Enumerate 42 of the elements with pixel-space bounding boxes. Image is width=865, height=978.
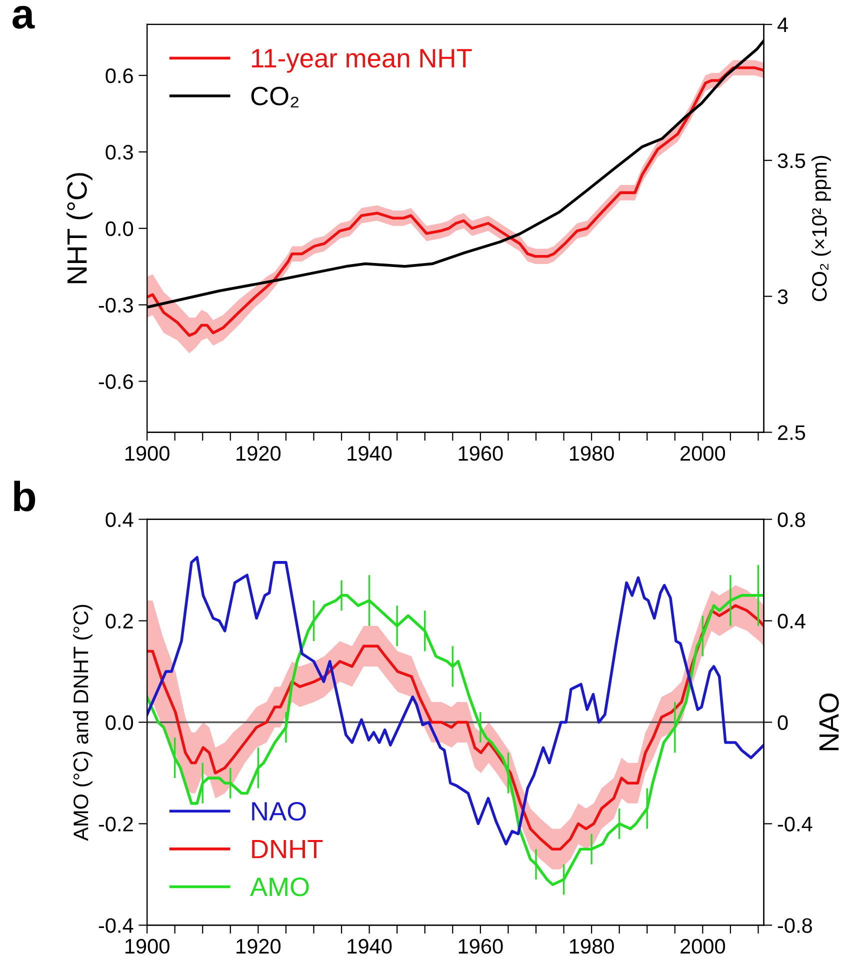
x-tick-label: 1940	[348, 446, 392, 461]
y-tick-label: 0.0	[106, 221, 134, 236]
x-tick-label: 1940	[348, 938, 392, 954]
y2-tick-label: 0	[778, 715, 788, 730]
y2-tick-label: 4	[777, 18, 788, 32]
x-tick-label: 1920	[236, 446, 281, 461]
y-tick-label: -0.2	[98, 816, 133, 832]
y-tick-label: -0.4	[98, 918, 134, 933]
y-tick-label: 0.2	[106, 614, 133, 629]
y-tick-label: 0.6	[106, 68, 133, 84]
y2-tick-label: -0.8	[778, 918, 812, 933]
x-tick-label: 1980	[570, 938, 614, 954]
chart-title: a	[12, 6, 35, 29]
y2-tick-label: 3.5	[778, 153, 806, 168]
y2-axis-title: CO₂ (×10² ppm)	[812, 156, 831, 302]
y-tick-label: -0.3	[98, 298, 133, 313]
x-tick-label: 1980	[570, 446, 614, 461]
x-tick-label: 1960	[458, 938, 503, 954]
legend-label: 11-year mean NHT	[252, 49, 472, 73]
legend-label: AMO	[250, 878, 309, 896]
legend-label: NAO	[252, 802, 306, 821]
x-tick-label: 2000	[680, 938, 726, 954]
legend-label: CO₂	[251, 86, 298, 108]
y2-tick-label: 0.4	[778, 614, 806, 629]
y-tick-label: -0.6	[98, 374, 133, 390]
x-tick-label: 1960	[458, 446, 503, 461]
y2-axis-title: NAO	[819, 693, 839, 750]
y-axis-title: AMO (°C) and DNHT (°C)	[72, 604, 92, 841]
y2-tick-label: 0.8	[778, 512, 806, 528]
y-axis-title: NHT (°C)	[66, 173, 92, 284]
y2-tick-label: 2.5	[778, 425, 806, 440]
x-tick-label: 2000	[680, 446, 726, 461]
y2-tick-label: -0.4	[778, 816, 812, 832]
y-tick-label: 0.3	[106, 144, 133, 160]
chart-title: b	[14, 480, 36, 512]
y2-tick-label: 3	[778, 289, 788, 304]
y-tick-label: 0.4	[106, 512, 134, 528]
x-tick-label: 1900	[125, 446, 170, 461]
legend-label: DNHT	[252, 840, 323, 858]
x-tick-label: 1920	[236, 938, 281, 954]
y-tick-label: 0.0	[106, 715, 134, 730]
x-tick-label: 1900	[125, 938, 170, 954]
